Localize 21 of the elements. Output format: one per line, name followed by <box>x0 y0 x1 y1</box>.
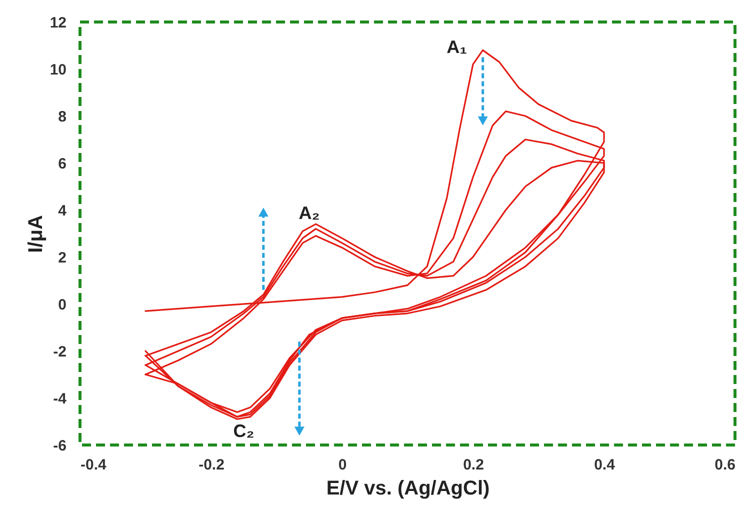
x-tick-label: 0 <box>338 456 347 474</box>
y-tick-label: -2 <box>53 344 66 360</box>
y-tick-label: 6 <box>58 156 66 172</box>
y-tick-label: 10 <box>50 62 66 78</box>
x-axis-title: E/V vs. (Ag/AgCl) <box>326 478 490 500</box>
y-axis-title: I/μA <box>24 215 47 253</box>
annotation: A₁ <box>446 37 468 58</box>
y-tick-label: 0 <box>58 296 66 314</box>
y-tick-label: -4 <box>53 390 68 408</box>
y-tick-label: 8 <box>58 108 66 126</box>
x-tick-label: 0.4 <box>594 456 616 474</box>
x-tick-label: 0.2 <box>463 456 484 474</box>
y-tick-label: 2 <box>58 250 66 266</box>
x-tick-label: -0.4 <box>80 456 108 474</box>
annotation: C₂ <box>233 420 254 441</box>
y-tick-label: 12 <box>50 14 66 32</box>
y-tick-label: -6 <box>53 438 66 454</box>
y-tick-label: 4 <box>58 202 68 220</box>
x-tick-label: -0.2 <box>198 456 224 474</box>
annotation: A₂ <box>298 203 320 224</box>
x-tick-label: 0.6 <box>714 456 736 474</box>
